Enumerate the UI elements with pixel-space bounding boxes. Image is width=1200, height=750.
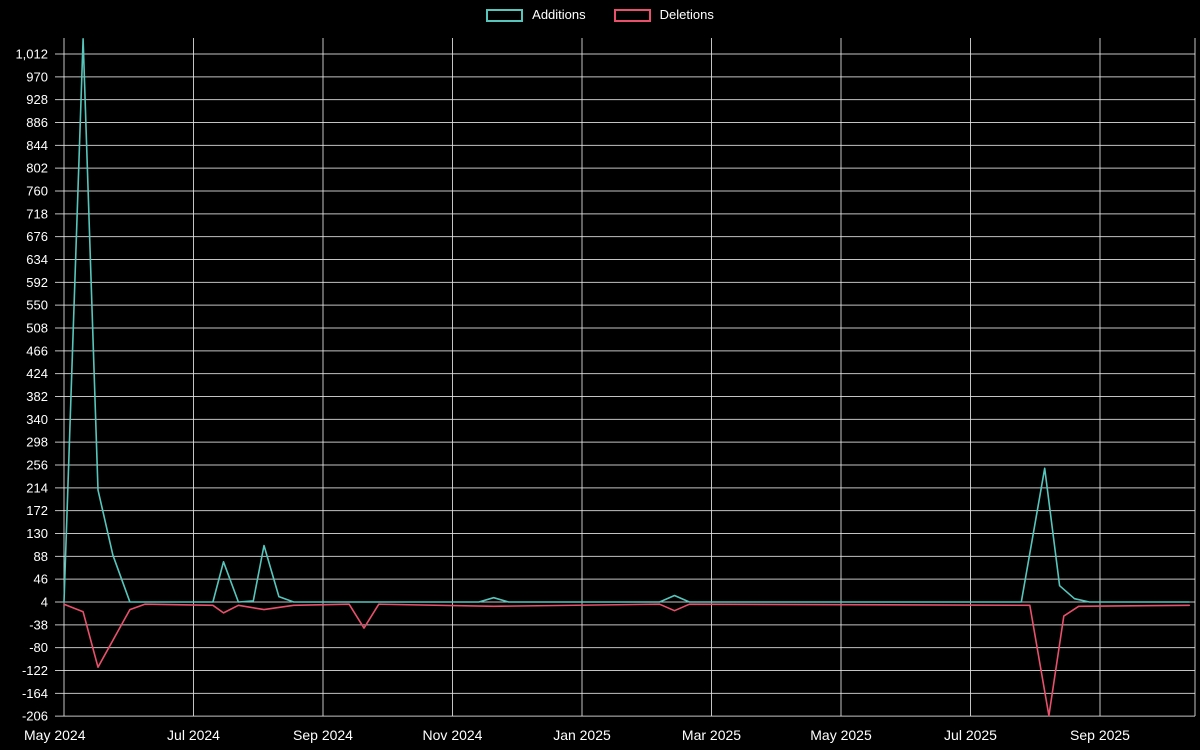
y-axis-tick-label: 88 [34, 549, 48, 564]
y-axis-tick-label: 970 [26, 69, 48, 84]
x-axis-tick-label: May 2025 [810, 727, 872, 743]
y-axis-tick-label: 256 [26, 458, 48, 473]
x-axis-tick-label: Jan 2025 [553, 727, 611, 743]
y-axis-tick-label: 130 [26, 526, 48, 541]
y-axis-tick-label: 172 [26, 503, 48, 518]
y-axis-tick-label: 676 [26, 229, 48, 244]
legend-label-additions: Additions [532, 7, 586, 22]
y-axis-tick-label: -206 [22, 709, 48, 724]
y-axis-tick-label: 886 [26, 115, 48, 130]
x-axis-tick-label: Sep 2024 [293, 727, 353, 743]
y-axis-tick-label: 928 [26, 92, 48, 107]
x-axis-tick-label: Nov 2024 [423, 727, 483, 743]
y-axis-tick-label: 718 [26, 206, 48, 221]
x-axis-tick-label: Mar 2025 [682, 727, 741, 743]
y-axis-tick-label: 424 [26, 366, 48, 381]
y-axis-tick-label: 550 [26, 298, 48, 313]
y-axis-tick-label: 802 [26, 161, 48, 176]
chart-legend: Additions Deletions [0, 7, 1200, 23]
y-grid-and-labels: 1,012 970 928 886 844 802 760 718 676 634 592 550 50… [15, 47, 1195, 724]
x-axis-tick-label: Sep 2025 [1070, 727, 1130, 743]
x-axis-tick-label: May 2024 [24, 727, 86, 743]
y-axis-tick-label: -38 [29, 617, 48, 632]
legend-item-additions[interactable]: Additions [486, 7, 586, 23]
y-axis-tick-label: 592 [26, 275, 48, 290]
legend-item-deletions[interactable]: Deletions [613, 7, 714, 23]
y-axis-tick-label: 760 [26, 184, 48, 199]
y-axis-tick-label: -122 [22, 663, 48, 678]
x-axis-tick-label: Jul 2025 [944, 727, 997, 743]
x-grid-and-labels: May 2024 Jul 2024 Sep 2024 Nov 2024 Jan 2025… [24, 38, 1196, 743]
y-axis-tick-label: 508 [26, 321, 48, 336]
deletions-line [63, 603, 1191, 717]
y-axis-tick-label: 4 [41, 595, 48, 610]
y-axis-tick-label: 214 [26, 480, 48, 495]
y-axis-tick-label: 340 [26, 412, 48, 427]
y-axis-tick-label: -80 [29, 640, 48, 655]
y-axis-tick-label: 298 [26, 435, 48, 450]
y-axis-tick-label: 382 [26, 389, 48, 404]
y-axis-tick-label: 46 [34, 572, 48, 587]
x-axis-tick-label: Jul 2024 [167, 727, 220, 743]
additions-swatch [486, 8, 524, 22]
y-axis-tick-label: -164 [22, 686, 48, 701]
legend-label-deletions: Deletions [659, 7, 714, 22]
additions-line [63, 37, 1191, 603]
deletions-swatch [613, 8, 651, 22]
y-axis-tick-label: 844 [26, 138, 48, 153]
y-axis-tick-label: 634 [26, 252, 48, 267]
y-axis-tick-label: 1,012 [15, 47, 48, 62]
y-axis-tick-label: 466 [26, 343, 48, 358]
